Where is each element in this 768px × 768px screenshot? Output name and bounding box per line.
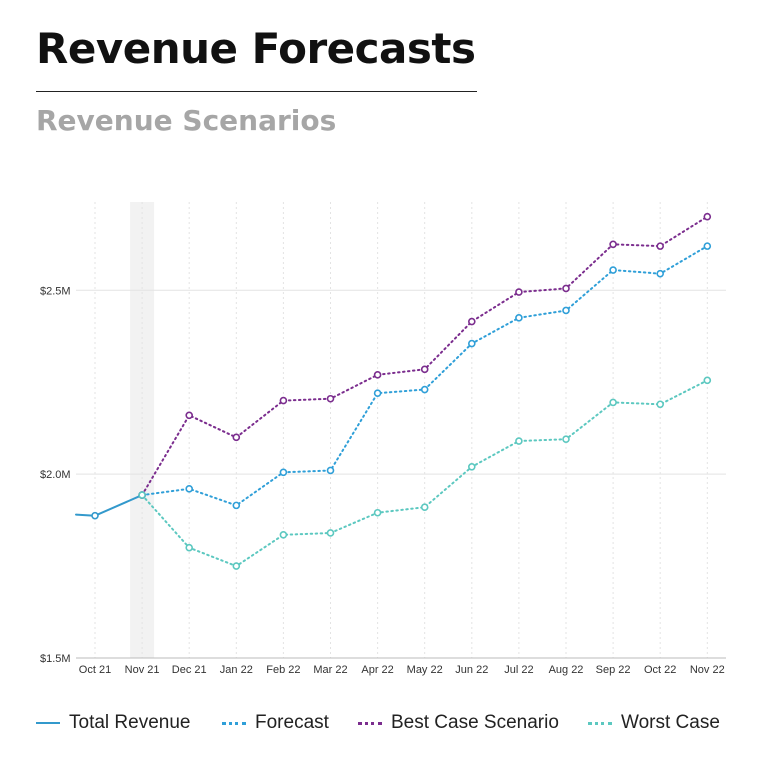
x-tick-label: Sep 22 (596, 664, 631, 676)
legend-item-total-revenue[interactable]: Total Revenue (36, 708, 190, 738)
data-point-worst-case-jan-22 (232, 562, 241, 570)
x-tick-label: Nov 21 (125, 664, 160, 676)
data-point-worst-case-nov-22 (703, 376, 712, 385)
data-point-forecast-nov-22 (703, 242, 712, 250)
x-tick-label: May 22 (407, 664, 443, 676)
x-tick-label: Oct 22 (644, 664, 676, 676)
x-tick-label: Aug 22 (549, 664, 584, 676)
legend-label-forecast: Forecast (255, 712, 329, 733)
data-point-best-case-scenario-jul-22 (515, 288, 523, 296)
title-divider (36, 91, 477, 92)
x-tick-label: Nov 22 (690, 664, 725, 676)
legend-item-forecast[interactable]: Forecast (222, 708, 329, 738)
legend-label-total-revenue: Total Revenue (69, 712, 191, 733)
data-point-worst-case-mar-22 (326, 529, 335, 537)
data-point-worst-case-jun-22 (467, 462, 476, 471)
data-point-best-case-scenario-jun-22 (467, 317, 476, 326)
x-tick-label: Mar 22 (313, 664, 347, 676)
legend-swatch-total-revenue (36, 722, 60, 724)
data-point-worst-case-feb-22 (279, 531, 288, 539)
x-tick-label: Oct 21 (79, 664, 111, 676)
data-point-forecast-jun-22 (467, 339, 476, 348)
x-tick-label: Dec 21 (172, 664, 207, 676)
data-point-best-case-scenario-oct-22 (656, 242, 665, 250)
data-point-best-case-scenario-apr-22 (373, 371, 382, 379)
data-point-worst-case-oct-22 (656, 400, 665, 409)
data-point-best-case-scenario-dec-21 (185, 411, 193, 420)
y-tick-label: $2.5M (40, 285, 71, 297)
data-point-worst-case-dec-21 (185, 543, 193, 552)
data-point-worst-case-may-22 (420, 503, 429, 512)
chart-legend: Total Revenue Forecast Best Case Scenari… (36, 708, 736, 738)
data-point-worst-case-nov-21 (138, 491, 146, 499)
x-tick-label: Feb 22 (266, 664, 300, 676)
data-point-best-case-scenario-sep-22 (609, 240, 617, 249)
highlight-band (130, 202, 155, 658)
x-tick-label: Jan 22 (220, 664, 253, 676)
data-point-best-case-scenario-may-22 (420, 365, 429, 374)
data-point-forecast-oct-22 (656, 269, 665, 278)
legend-swatch-worst-case (588, 721, 612, 725)
x-tick-label: Apr 22 (361, 664, 393, 676)
data-point-forecast-apr-22 (373, 389, 382, 398)
data-point-best-case-scenario-jan-22 (232, 433, 241, 442)
legend-item-worst-case[interactable]: Worst Case (588, 708, 720, 738)
data-point-best-case-scenario-nov-22 (703, 212, 712, 221)
legend-swatch-forecast (222, 721, 246, 725)
data-point-total-revenue-oct-21 (91, 511, 99, 520)
data-point-forecast-aug-22 (562, 306, 570, 315)
chart-subtitle: Revenue Scenarios (36, 104, 337, 137)
x-tick-label: Jul 22 (504, 664, 533, 676)
data-point-best-case-scenario-aug-22 (562, 284, 570, 293)
data-point-forecast-may-22 (420, 385, 429, 394)
y-tick-label: $1.5M (40, 653, 71, 665)
legend-swatch-best-case (358, 721, 382, 725)
data-point-forecast-jul-22 (515, 314, 523, 322)
y-tick-label: $2.0M (40, 469, 71, 481)
data-point-best-case-scenario-mar-22 (326, 394, 335, 403)
data-point-forecast-mar-22 (326, 466, 335, 475)
data-point-forecast-sep-22 (609, 266, 617, 274)
data-point-forecast-feb-22 (279, 468, 288, 477)
data-point-worst-case-aug-22 (562, 435, 570, 443)
data-point-worst-case-sep-22 (609, 398, 617, 407)
series-line-forecast (141, 245, 709, 507)
data-point-forecast-dec-21 (185, 485, 193, 493)
data-point-worst-case-apr-22 (373, 508, 382, 517)
data-point-worst-case-jul-22 (515, 437, 523, 445)
revenue-line-chart: $1.5M $2.0M $2.5M Oct 21 Nov 21 Dec 21 Jan 22 F… (40, 202, 726, 676)
legend-label-worst-case: Worst Case (621, 712, 720, 733)
page-title: Revenue Forecasts (36, 24, 476, 73)
x-tick-label: Jun 22 (455, 664, 488, 676)
legend-item-best-case[interactable]: Best Case Scenario (358, 708, 559, 738)
legend-label-best-case: Best Case Scenario (391, 712, 559, 733)
data-point-forecast-jan-22 (232, 501, 241, 510)
data-point-best-case-scenario-feb-22 (279, 396, 288, 405)
